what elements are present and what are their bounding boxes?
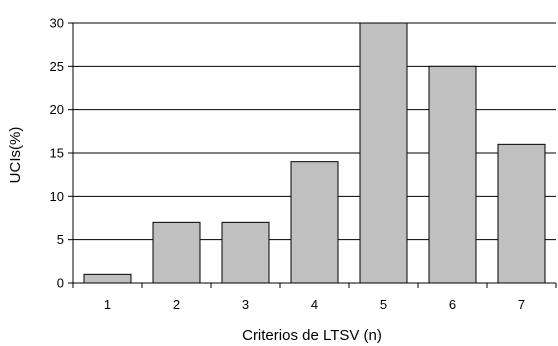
bar-2 [152,221,201,284]
y-axis-title: UCIs(%) [7,127,24,184]
y-tick-label-5: 5 [57,232,64,247]
x-tick-label-6: 6 [449,297,456,312]
axes [68,22,557,288]
x-tick-label-5: 5 [380,297,387,312]
x-axis-title: Criterios de LTSV (n) [242,327,382,344]
x-tick-label-7: 7 [518,297,525,312]
bar-5 [359,22,408,284]
bar-6 [428,65,477,284]
bars [83,22,546,284]
y-tick-label-20: 20 [50,102,64,117]
y-tick-label-30: 30 [50,16,64,31]
y-tick-label-15: 15 [50,146,64,161]
x-tick-label-1: 1 [104,297,111,312]
y-tick-label-10: 10 [50,189,64,204]
bar-7 [497,143,546,284]
x-tick-labels: 1 2 3 4 5 6 7 [104,297,525,312]
x-tick-label-4: 4 [311,297,318,312]
y-tick-labels: 0 5 10 15 20 25 30 [50,16,64,291]
bar-1 [83,273,132,284]
y-tick-label-25: 25 [50,59,64,74]
x-tick-label-3: 3 [242,297,249,312]
bar-4 [290,161,339,284]
y-tick-label-0: 0 [57,276,64,291]
x-tick-label-2: 2 [173,297,180,312]
bar-3 [221,221,270,284]
